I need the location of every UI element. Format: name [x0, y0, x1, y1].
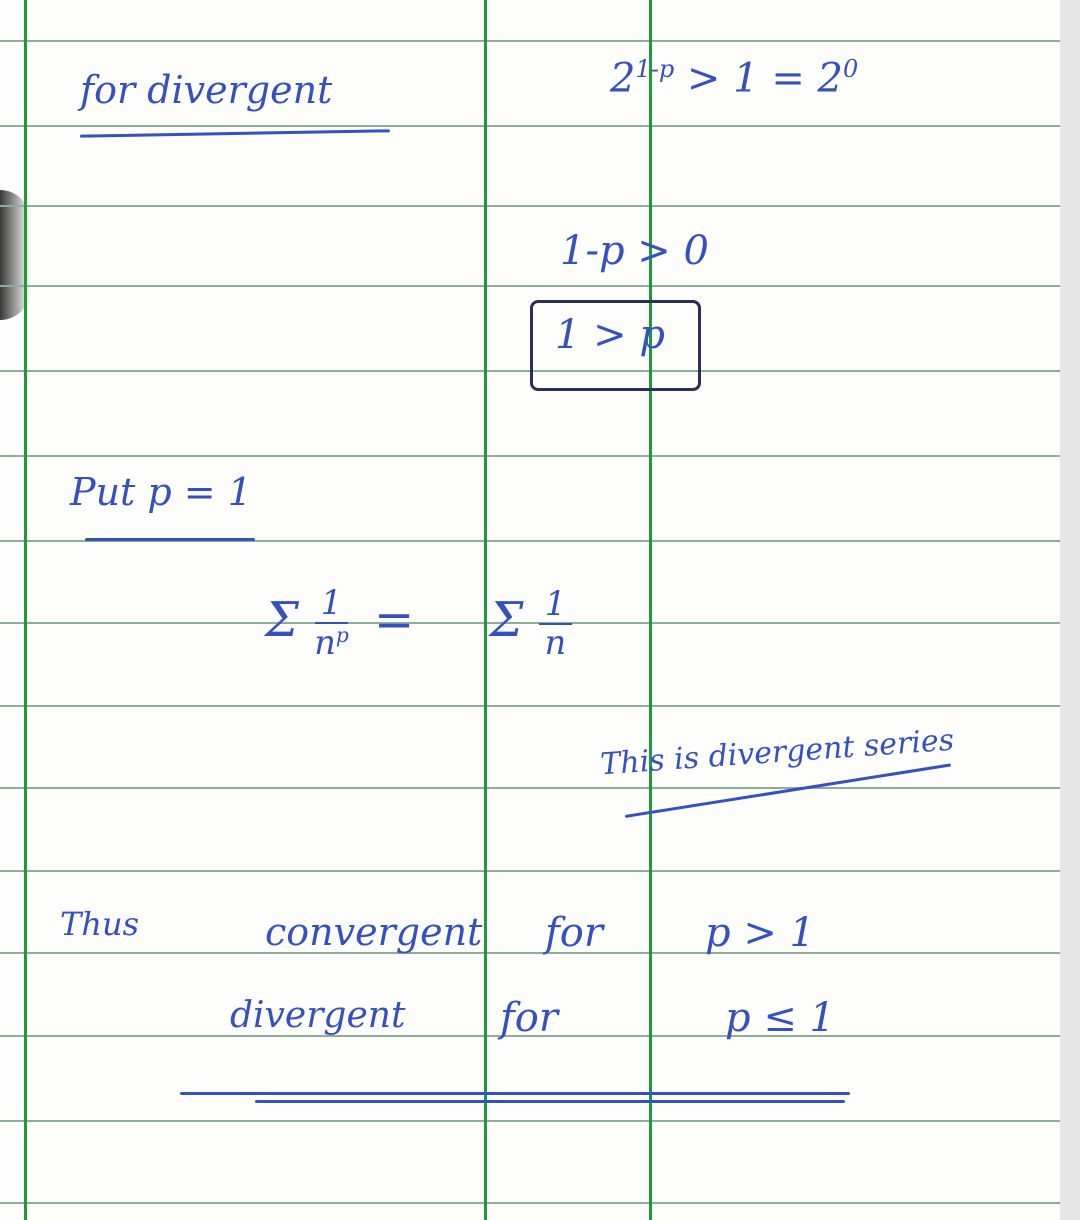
put-underline	[85, 538, 255, 541]
page-edge	[1060, 0, 1080, 1220]
conclusion-convergent: convergent	[265, 910, 483, 954]
ruled-line	[0, 1120, 1060, 1122]
ruled-line	[0, 205, 1060, 207]
ruled-line	[0, 1035, 1060, 1037]
eq1-exponent2: 0	[843, 55, 859, 83]
put-text: Put p = 1	[70, 470, 252, 514]
equation-3: 1 > p	[555, 312, 665, 358]
ruled-line	[0, 125, 1060, 127]
conclusion-p-le-1: p ≤ 1	[725, 995, 835, 1041]
eq1-rest: > 1 = 2	[686, 55, 843, 102]
conclusion-for-1: for	[545, 910, 604, 956]
numerator-2: 1	[538, 585, 573, 625]
ruled-line	[0, 540, 1060, 542]
equation-1: 21-p > 1 = 20	[610, 55, 858, 101]
ruled-line	[0, 952, 1060, 954]
final-underline-2	[255, 1100, 845, 1103]
denominator: np	[314, 624, 349, 662]
heading-text: for divergent	[80, 68, 333, 112]
answer-box	[530, 300, 701, 391]
denominator-exponent: p	[335, 622, 349, 647]
equation-2: 1-p > 0	[560, 228, 709, 274]
fraction-1-over-np: 1 np	[314, 584, 349, 662]
ruled-line	[0, 622, 1060, 624]
ruled-line	[0, 1202, 1060, 1204]
numerator: 1	[314, 584, 349, 624]
conclusion-p-gt-1: p > 1	[705, 910, 815, 956]
conclusion-divergent: divergent	[230, 995, 406, 1036]
sigma-symbol-2: Σ	[489, 592, 524, 649]
ruled-line	[0, 787, 1060, 789]
margin-line-left	[24, 0, 27, 1220]
thus-text: Thus	[60, 905, 139, 943]
denominator-2: n	[544, 622, 567, 662]
ruled-line	[0, 705, 1060, 707]
ruled-line	[0, 870, 1060, 872]
ruled-line	[0, 455, 1060, 457]
column-line-1	[484, 0, 487, 1220]
ruled-line	[0, 285, 1060, 287]
column-line-2	[649, 0, 652, 1220]
final-underline-1	[180, 1092, 850, 1095]
conclusion-for-2: for	[500, 995, 559, 1041]
denominator-n: n	[314, 623, 336, 663]
eq1-exponent: 1-p	[635, 55, 675, 83]
sigma-symbol: Σ	[265, 592, 299, 649]
eq1-base: 2	[610, 55, 636, 102]
ruled-line	[0, 40, 1060, 42]
equals-sign: =	[374, 592, 415, 649]
